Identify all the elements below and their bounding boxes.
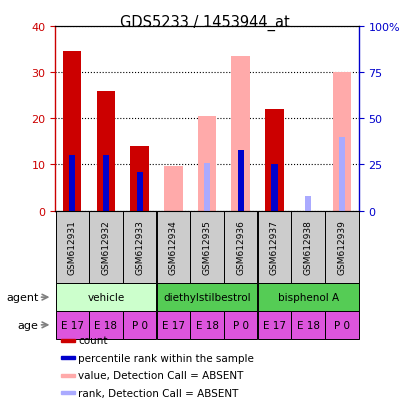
Bar [61, 356, 75, 359]
FancyBboxPatch shape [89, 311, 122, 339]
Text: E 17: E 17 [262, 320, 285, 330]
FancyBboxPatch shape [55, 311, 89, 339]
FancyBboxPatch shape [257, 284, 358, 311]
Text: E 18: E 18 [296, 320, 319, 330]
Bar [237, 150, 243, 211]
Text: value, Detection Call = ABSENT: value, Detection Call = ABSENT [78, 370, 243, 380]
Bar [164, 167, 182, 211]
Text: rank, Detection Call = ABSENT: rank, Detection Call = ABSENT [78, 388, 238, 398]
Bar [338, 138, 344, 211]
FancyBboxPatch shape [156, 284, 257, 311]
Text: GSM612939: GSM612939 [337, 220, 346, 275]
Bar [61, 339, 75, 342]
Text: GSM612935: GSM612935 [202, 220, 211, 275]
Bar [265, 110, 283, 211]
FancyBboxPatch shape [224, 211, 257, 284]
Bar [61, 391, 75, 394]
FancyBboxPatch shape [291, 211, 324, 284]
Bar [304, 197, 310, 211]
Text: GSM612936: GSM612936 [236, 220, 245, 275]
Bar [61, 374, 75, 377]
Text: GSM612931: GSM612931 [67, 220, 76, 275]
Bar [103, 156, 109, 211]
Bar [204, 163, 209, 211]
Bar [97, 91, 115, 211]
FancyBboxPatch shape [89, 211, 122, 284]
Text: diethylstilbestrol: diethylstilbestrol [163, 292, 250, 302]
Text: bisphenol A: bisphenol A [277, 292, 338, 302]
Bar [237, 150, 243, 211]
Text: E 17: E 17 [162, 320, 184, 330]
Text: agent: agent [6, 292, 38, 302]
Text: GDS5233 / 1453944_at: GDS5233 / 1453944_at [120, 14, 289, 31]
FancyBboxPatch shape [156, 211, 189, 284]
Bar [69, 156, 75, 211]
Bar [197, 116, 216, 211]
FancyBboxPatch shape [190, 211, 223, 284]
FancyBboxPatch shape [324, 211, 358, 284]
Bar [136, 173, 142, 211]
FancyBboxPatch shape [156, 311, 189, 339]
Bar [130, 147, 148, 211]
Bar [231, 57, 249, 211]
FancyBboxPatch shape [123, 211, 156, 284]
Text: vehicle: vehicle [87, 292, 124, 302]
FancyBboxPatch shape [123, 311, 156, 339]
Text: count: count [78, 335, 107, 345]
Text: GSM612932: GSM612932 [101, 220, 110, 275]
Text: GSM612937: GSM612937 [269, 220, 278, 275]
FancyBboxPatch shape [224, 311, 257, 339]
FancyBboxPatch shape [257, 311, 290, 339]
Text: GSM612933: GSM612933 [135, 220, 144, 275]
FancyBboxPatch shape [257, 211, 290, 284]
Text: GSM612934: GSM612934 [169, 220, 178, 275]
Text: age: age [18, 320, 38, 330]
Bar [63, 52, 81, 211]
Text: E 18: E 18 [195, 320, 218, 330]
Bar [332, 73, 350, 211]
Text: E 18: E 18 [94, 320, 117, 330]
Text: GSM612938: GSM612938 [303, 220, 312, 275]
Text: percentile rank within the sample: percentile rank within the sample [78, 353, 253, 363]
FancyBboxPatch shape [55, 284, 156, 311]
FancyBboxPatch shape [291, 311, 324, 339]
Bar [271, 165, 277, 211]
FancyBboxPatch shape [324, 311, 358, 339]
FancyBboxPatch shape [190, 311, 223, 339]
Text: E 17: E 17 [61, 320, 83, 330]
FancyBboxPatch shape [55, 211, 89, 284]
Text: P 0: P 0 [333, 320, 349, 330]
Text: P 0: P 0 [131, 320, 147, 330]
Text: P 0: P 0 [232, 320, 248, 330]
